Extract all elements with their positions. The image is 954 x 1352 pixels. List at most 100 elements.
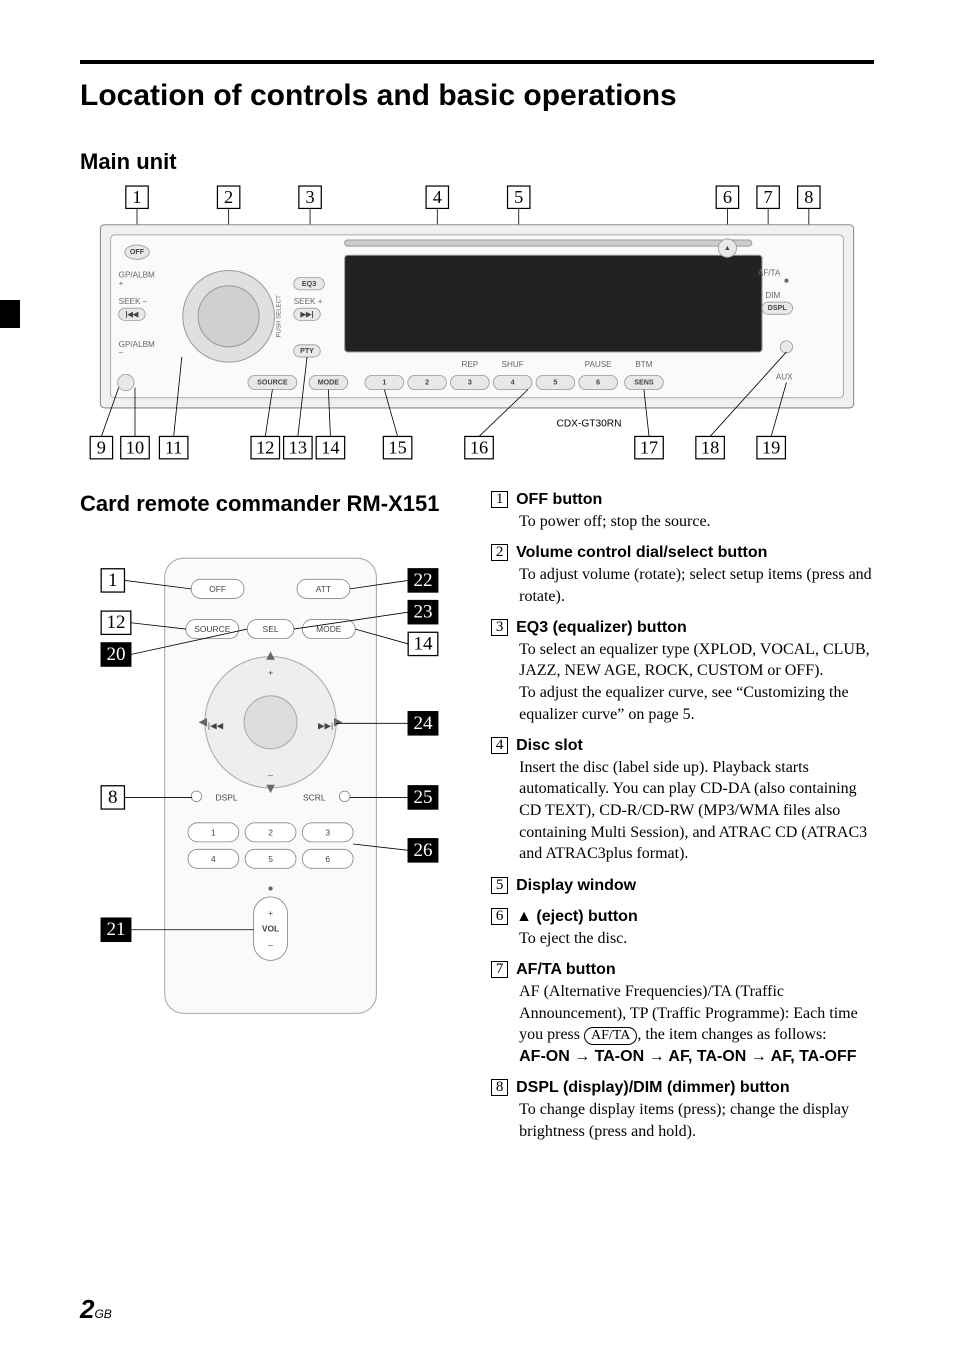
control-title: EQ3 (equalizer) button bbox=[516, 619, 687, 636]
svg-text:+: + bbox=[119, 279, 124, 288]
svg-text:PUSH SELECT: PUSH SELECT bbox=[276, 295, 283, 338]
control-body: Insert the disc (label side up). Playbac… bbox=[519, 757, 874, 865]
control-number-box: 4 bbox=[491, 737, 508, 754]
svg-text:2: 2 bbox=[425, 379, 429, 387]
control-title: Display window bbox=[516, 877, 636, 894]
svg-text:MODE: MODE bbox=[318, 379, 340, 387]
control-body: To adjust volume (rotate); select setup … bbox=[519, 564, 874, 607]
page-title: Location of controls and basic operation… bbox=[80, 76, 874, 117]
svg-text:ATT: ATT bbox=[316, 584, 331, 594]
svg-text:SHUF: SHUF bbox=[502, 360, 524, 369]
svg-text:7: 7 bbox=[764, 187, 773, 207]
svg-text:AUX: AUX bbox=[776, 373, 793, 382]
control-title: ▲ (eject) button bbox=[516, 908, 638, 925]
svg-text:5: 5 bbox=[514, 187, 523, 207]
svg-text:OFF: OFF bbox=[209, 584, 226, 594]
svg-text:3: 3 bbox=[468, 379, 472, 387]
main-unit-diagram: .co-box { fill:#fff; stroke:#000; stroke… bbox=[80, 184, 874, 469]
svg-text:12: 12 bbox=[106, 612, 125, 633]
svg-text:4: 4 bbox=[211, 854, 216, 864]
svg-text:2: 2 bbox=[268, 827, 273, 837]
svg-text:3: 3 bbox=[305, 187, 314, 207]
svg-text:1: 1 bbox=[108, 570, 118, 591]
svg-text:14: 14 bbox=[321, 438, 339, 458]
svg-text:BTM: BTM bbox=[635, 360, 652, 369]
control-title: Disc slot bbox=[516, 737, 583, 754]
svg-text:20: 20 bbox=[106, 644, 125, 665]
svg-text:AF/TA: AF/TA bbox=[758, 269, 781, 278]
svg-text:+: + bbox=[268, 908, 273, 918]
control-title: Volume control dial/select button bbox=[516, 544, 767, 561]
control-item: 5Display window bbox=[491, 875, 874, 897]
svg-text:17: 17 bbox=[640, 438, 658, 458]
page-edge-tab bbox=[0, 300, 20, 328]
section-remote: Card remote commander RM-X151 bbox=[80, 489, 461, 519]
svg-text:SCRL: SCRL bbox=[303, 792, 326, 802]
svg-text:1: 1 bbox=[382, 379, 386, 387]
svg-text:4: 4 bbox=[511, 379, 515, 387]
svg-text:11: 11 bbox=[165, 438, 183, 458]
svg-text:–: – bbox=[268, 939, 273, 949]
top-rule bbox=[80, 60, 874, 64]
svg-text:9: 9 bbox=[97, 438, 106, 458]
svg-text:24: 24 bbox=[413, 713, 433, 734]
svg-text:18: 18 bbox=[701, 438, 719, 458]
control-item: 8DSPL (display)/DIM (dimmer) buttonTo ch… bbox=[491, 1077, 874, 1142]
svg-text:3: 3 bbox=[325, 827, 330, 837]
svg-text:6: 6 bbox=[596, 379, 600, 387]
control-title: OFF button bbox=[516, 491, 602, 508]
svg-text:14: 14 bbox=[413, 633, 433, 654]
svg-text:SENS: SENS bbox=[634, 379, 654, 387]
control-title: AF/TA button bbox=[516, 961, 616, 978]
svg-text:1: 1 bbox=[211, 827, 216, 837]
svg-text:16: 16 bbox=[470, 438, 488, 458]
control-list: 1OFF buttonTo power off; stop the source… bbox=[491, 489, 874, 1142]
svg-text:▶▶|: ▶▶| bbox=[300, 310, 314, 318]
control-number-box: 7 bbox=[491, 961, 508, 978]
svg-text:6: 6 bbox=[723, 187, 732, 207]
svg-text:DSPL: DSPL bbox=[216, 792, 238, 802]
svg-text:DIM: DIM bbox=[765, 291, 780, 300]
callouts-bottom: 9 10 11 12 13 14 15 16 17 18 19 bbox=[90, 437, 785, 459]
svg-text:SEEK –: SEEK – bbox=[119, 297, 148, 306]
control-number-box: 8 bbox=[491, 1079, 508, 1096]
control-item: 3 EQ3 (equalizer) button To select an equa… bbox=[491, 617, 874, 725]
svg-text:4: 4 bbox=[433, 187, 442, 207]
svg-text:21: 21 bbox=[106, 919, 125, 940]
svg-text:19: 19 bbox=[762, 438, 780, 458]
section-main-unit: Main unit bbox=[80, 147, 874, 177]
svg-text:2: 2 bbox=[224, 187, 233, 207]
svg-text:PTY: PTY bbox=[300, 347, 314, 355]
svg-text:REP: REP bbox=[462, 360, 479, 369]
svg-text:12: 12 bbox=[256, 438, 274, 458]
page-number: 2GB bbox=[80, 1292, 112, 1327]
control-item: 4 Disc slot Insert the disc (label side up… bbox=[491, 735, 874, 865]
svg-text:13: 13 bbox=[289, 438, 307, 458]
svg-text:SOURCE: SOURCE bbox=[257, 379, 288, 387]
callouts-top: 1 2 3 4 5 6 7 8 bbox=[126, 186, 820, 208]
control-body: To select an equalizer type (XPLOD, VOCA… bbox=[519, 639, 874, 725]
control-item: 1OFF buttonTo power off; stop the source… bbox=[491, 489, 874, 532]
svg-text:–: – bbox=[119, 348, 124, 357]
svg-text:5: 5 bbox=[268, 854, 273, 864]
control-number-box: 2 bbox=[491, 544, 508, 561]
control-title: DSPL (display)/DIM (dimmer) button bbox=[516, 1079, 789, 1096]
svg-text:25: 25 bbox=[413, 787, 432, 808]
control-number-box: 3 bbox=[491, 619, 508, 636]
svg-text:15: 15 bbox=[388, 438, 406, 458]
svg-text:26: 26 bbox=[413, 840, 432, 861]
svg-text:5: 5 bbox=[553, 379, 557, 387]
svg-text:▲: ▲ bbox=[724, 244, 731, 252]
control-item: 2 Volume control dial/select button To adj… bbox=[491, 542, 874, 607]
svg-text:8: 8 bbox=[804, 187, 813, 207]
svg-text:GP/ALBM: GP/ALBM bbox=[119, 340, 155, 349]
control-number-box: 1 bbox=[491, 491, 508, 508]
svg-text:OFF: OFF bbox=[130, 248, 145, 256]
remote-diagram: .rco-box { fill:#fff; stroke:#000; strok… bbox=[80, 537, 461, 1035]
control-item: 7 AF/TA button AF (Alternative Frequencies… bbox=[491, 959, 874, 1067]
control-body: To eject the disc. bbox=[519, 928, 874, 950]
svg-text:8: 8 bbox=[108, 787, 118, 808]
control-body: AF (Alternative Frequencies)/TA (Traffic… bbox=[519, 981, 874, 1067]
svg-text:–: – bbox=[268, 770, 273, 780]
svg-text:SEL: SEL bbox=[263, 624, 279, 634]
